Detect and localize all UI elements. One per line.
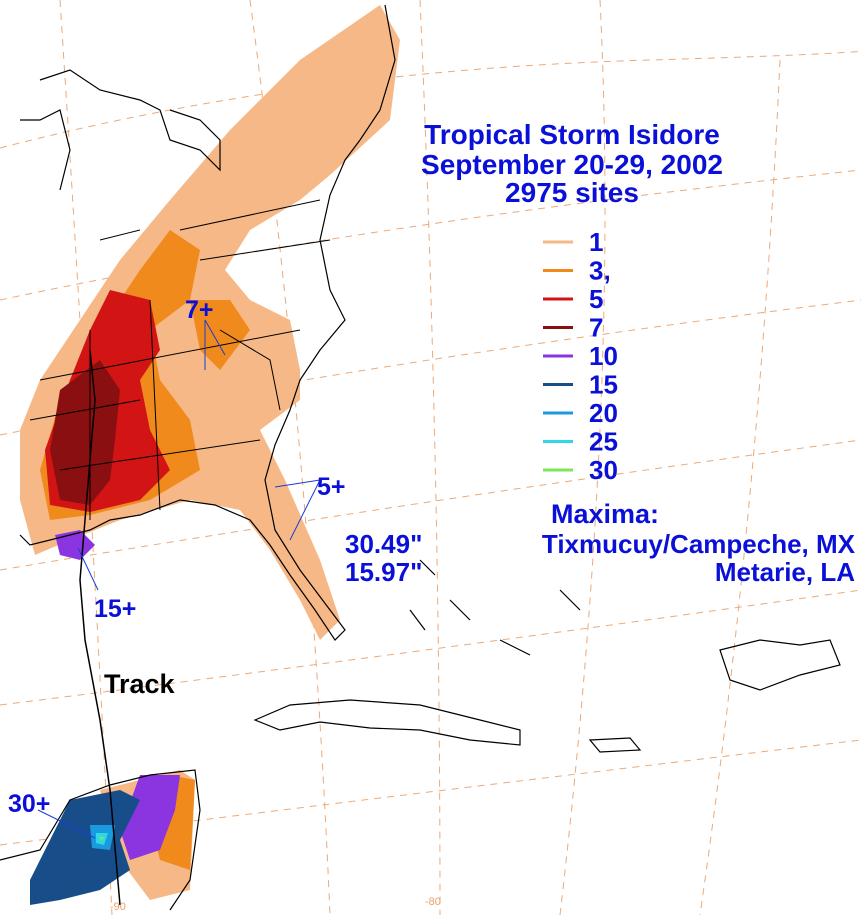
storm-track-line [79, 349, 121, 906]
title-line-1: Tropical Storm Isidore [424, 119, 720, 150]
title-line-3: 2975 sites [505, 177, 639, 208]
jamaica [588, 737, 642, 753]
maxima-block: Maxima: 30.49" Tixmucuy/Campeche, MX 15.… [345, 499, 856, 587]
rain-10-inch-yucatan [120, 775, 180, 860]
label-5-plus: 5+ [317, 473, 346, 501]
legend-label-7: 25 [589, 427, 618, 457]
great-lakes [20, 69, 221, 191]
legend-label-3: 7 [589, 313, 603, 343]
annotation-arrows [37, 319, 321, 839]
lon-label-90: -90 [110, 901, 126, 913]
maxima-heading: Maxima: [551, 499, 659, 529]
rain-10-inch-la [55, 530, 95, 560]
maxima-value-2: 15.97" [345, 557, 422, 587]
maxima-location-1: Tixmucuy/Campeche, MX [542, 529, 856, 559]
bahamas [409, 559, 581, 656]
track-label: Track [104, 669, 176, 699]
boundaries [0, 4, 841, 911]
legend-label-8: 30 [589, 455, 618, 485]
map-title: Tropical Storm Isidore September 20-29, … [421, 119, 723, 208]
rain-30-inch-yucatan [99, 837, 104, 841]
legend-label-1: 3, [589, 256, 611, 286]
cuba [253, 699, 521, 746]
label-30-plus: 30+ [8, 790, 50, 818]
maxima-value-1: 30.49" [345, 529, 422, 559]
lon-label-80: -80 [425, 896, 441, 908]
title-line-2: September 20-29, 2002 [421, 149, 723, 180]
label-15-plus: 15+ [94, 595, 136, 623]
legend-label-6: 20 [589, 398, 618, 428]
rainfall-shading [20, 5, 400, 905]
atlantic-coast [19, 4, 396, 641]
yucatan-coast [0, 769, 201, 911]
legend-label-2: 5 [589, 284, 603, 314]
legend-label-0: 1 [589, 227, 603, 257]
hispaniola [719, 639, 841, 691]
state-lines [29, 199, 331, 520]
label-7-plus: 7+ [185, 296, 214, 324]
legend-label-5: 15 [589, 370, 618, 400]
maxima-location-2: Metarie, LA [715, 557, 855, 587]
legend-label-4: 10 [589, 341, 618, 371]
